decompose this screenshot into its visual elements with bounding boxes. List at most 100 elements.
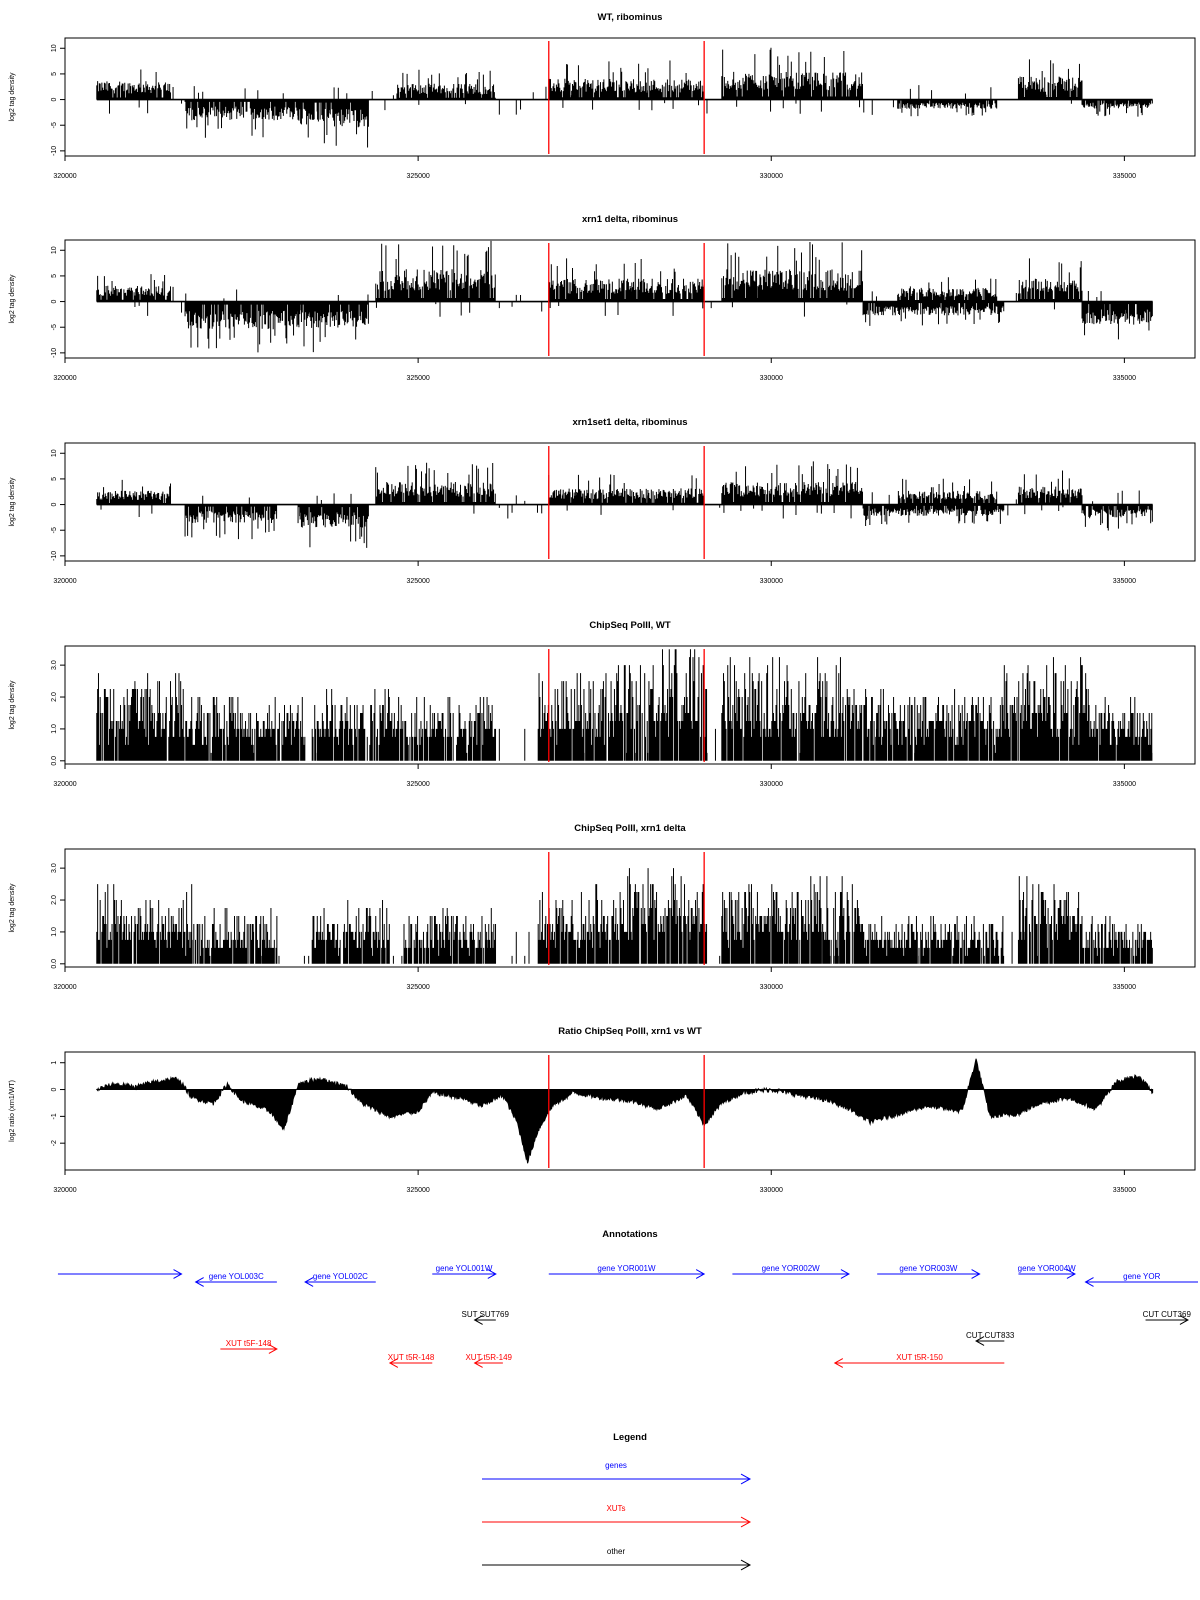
arrow-head bbox=[740, 1516, 752, 1528]
y-tick-label: 0 bbox=[51, 503, 58, 507]
annotation-label: gene YOL002C bbox=[313, 1272, 368, 1281]
annotation-gene bbox=[57, 1269, 183, 1279]
annotation-xut: XUT t5R-148 bbox=[388, 1353, 435, 1368]
legend-label: XUTs bbox=[606, 1504, 625, 1513]
y-tick-label: 1.0 bbox=[51, 724, 58, 734]
panel-title: WT, ribominus bbox=[598, 12, 663, 23]
annotation-gene: gene YOR002W bbox=[732, 1264, 850, 1279]
y-axis-label: log2 tag density bbox=[9, 477, 16, 527]
annotation-label: XUT t5R-150 bbox=[896, 1353, 943, 1362]
annotation-label: XUT t5R-148 bbox=[388, 1353, 435, 1362]
y-tick-label: -10 bbox=[51, 551, 58, 561]
arrow-head bbox=[1084, 1277, 1094, 1287]
y-tick-label: 10 bbox=[51, 246, 58, 254]
annotation-gene: gene YOL001W bbox=[432, 1264, 497, 1279]
panel-2: xrn1 delta, ribominus log2 tag density 10 5… bbox=[9, 214, 1196, 382]
annotation-gene: gene YOL003C bbox=[194, 1272, 277, 1287]
annotation-label: gene YOR002W bbox=[762, 1264, 821, 1273]
y-axis-label: log2 tag density bbox=[9, 680, 16, 730]
plot-frame bbox=[64, 37, 1196, 157]
annotation-label: gene YOL001W bbox=[436, 1264, 493, 1273]
annotation-gene: gene YOR003W bbox=[877, 1264, 981, 1279]
data-series bbox=[96, 461, 1153, 548]
plot-frame bbox=[64, 239, 1196, 359]
x-tick-label: 320000 bbox=[53, 173, 76, 180]
annotation-other: SUT SUT769 bbox=[462, 1310, 510, 1325]
y-tick-label: 1 bbox=[51, 1061, 58, 1065]
annotation-gene: gene YOR004W bbox=[1018, 1264, 1076, 1279]
arrow-head bbox=[833, 1358, 844, 1368]
x-tick-label: 325000 bbox=[406, 173, 429, 180]
annotation-label: CUT CUT369 bbox=[1143, 1310, 1192, 1319]
y-tick-label: 0.0 bbox=[51, 756, 58, 766]
annotation-label: gene YOR001W bbox=[597, 1264, 656, 1273]
legend-item-xut: XUTs bbox=[482, 1504, 752, 1528]
y-axis-label: log2 tag density bbox=[9, 883, 16, 933]
plot-frame bbox=[64, 848, 1196, 968]
y-tick-label: -2 bbox=[51, 1140, 58, 1146]
panel-1: WT, ribominus log2 tag density 10 5 0 -5 -10 32… bbox=[9, 12, 1196, 180]
y-axis-label: log2 ratio (xrn1/WT) bbox=[9, 1080, 16, 1142]
arrow-head bbox=[473, 1358, 483, 1368]
x-tick-label: 335000 bbox=[1113, 781, 1136, 788]
annotation-label: CUT CUT833 bbox=[966, 1331, 1015, 1340]
annotation-label: gene YOL003C bbox=[209, 1272, 264, 1281]
panel-title: Ratio ChipSeq PolII, xrn1 vs WT bbox=[558, 1026, 702, 1037]
panel-title: xrn1set1 delta, ribominus bbox=[572, 417, 687, 428]
annotation-gene: gene YOL002C bbox=[304, 1272, 376, 1287]
arrow-head bbox=[695, 1269, 706, 1279]
y-tick-label: 2.0 bbox=[51, 895, 58, 905]
x-tick-label: 325000 bbox=[406, 984, 429, 991]
arrow-head bbox=[740, 1559, 752, 1571]
y-tick-label: 2.0 bbox=[51, 692, 58, 702]
panel-title: ChipSeq PolII, xrn1 delta bbox=[574, 823, 686, 834]
panel-4: ChipSeq PolII, WT log2 tag density 0.0 1.0 2… bbox=[9, 620, 1196, 788]
legend-item-other: other bbox=[482, 1547, 752, 1571]
annotation-gene: gene YOR001W bbox=[548, 1264, 706, 1279]
annotation-label: SUT SUT769 bbox=[462, 1310, 510, 1319]
arrow-head bbox=[1066, 1269, 1076, 1279]
y-tick-label: 5 bbox=[51, 274, 58, 278]
arrow-head bbox=[173, 1269, 183, 1279]
density-bars bbox=[96, 649, 1153, 761]
x-tick-label: 325000 bbox=[406, 781, 429, 788]
arrow-head bbox=[840, 1269, 850, 1279]
y-tick-label: 3.0 bbox=[51, 660, 58, 670]
annotation-label: XUT t5F-148 bbox=[226, 1339, 272, 1348]
x-tick-label: 330000 bbox=[760, 781, 783, 788]
panel-6: Ratio ChipSeq PolII, xrn1 vs WT log2 rati… bbox=[9, 1026, 1196, 1194]
x-tick-label: 335000 bbox=[1113, 1187, 1136, 1194]
y-axis-label: log2 tag density bbox=[9, 72, 16, 122]
legend-label: genes bbox=[605, 1461, 627, 1470]
arrow-head bbox=[971, 1269, 981, 1279]
y-tick-label: -5 bbox=[51, 527, 58, 533]
density-bars bbox=[96, 47, 1153, 148]
annotation-other: CUT CUT833 bbox=[966, 1331, 1015, 1346]
x-tick-label: 330000 bbox=[760, 173, 783, 180]
legend-title: Legend bbox=[613, 1432, 647, 1443]
x-tick-label: 335000 bbox=[1113, 173, 1136, 180]
annotation-other: CUT CUT369 bbox=[1143, 1310, 1192, 1325]
y-tick-label: -5 bbox=[51, 324, 58, 330]
arrow-head bbox=[487, 1269, 497, 1279]
annotation-label: XUT t5R-149 bbox=[465, 1353, 512, 1362]
annotation-xut: XUT t5R-150 bbox=[833, 1353, 1005, 1368]
annotation-xut: XUT t5F-148 bbox=[220, 1339, 278, 1354]
x-tick-label: 320000 bbox=[53, 578, 76, 585]
panel-title: ChipSeq PolII, WT bbox=[589, 620, 670, 631]
data-series bbox=[96, 868, 1153, 964]
arrow-head bbox=[473, 1315, 483, 1325]
panel-title: xrn1 delta, ribominus bbox=[582, 214, 678, 225]
y-tick-label: 0.0 bbox=[51, 959, 58, 969]
y-tick-label: -5 bbox=[51, 122, 58, 128]
legend-label: other bbox=[607, 1547, 626, 1556]
x-tick-label: 330000 bbox=[760, 1187, 783, 1194]
x-tick-label: 330000 bbox=[760, 375, 783, 382]
y-tick-label: -1 bbox=[51, 1113, 58, 1119]
x-tick-label: 330000 bbox=[760, 578, 783, 585]
density-bars bbox=[96, 240, 1153, 353]
y-tick-label: 10 bbox=[51, 449, 58, 457]
x-tick-label: 320000 bbox=[53, 1187, 76, 1194]
legend-item-gene: genes bbox=[482, 1461, 752, 1485]
y-tick-label: 0 bbox=[51, 1087, 58, 1091]
